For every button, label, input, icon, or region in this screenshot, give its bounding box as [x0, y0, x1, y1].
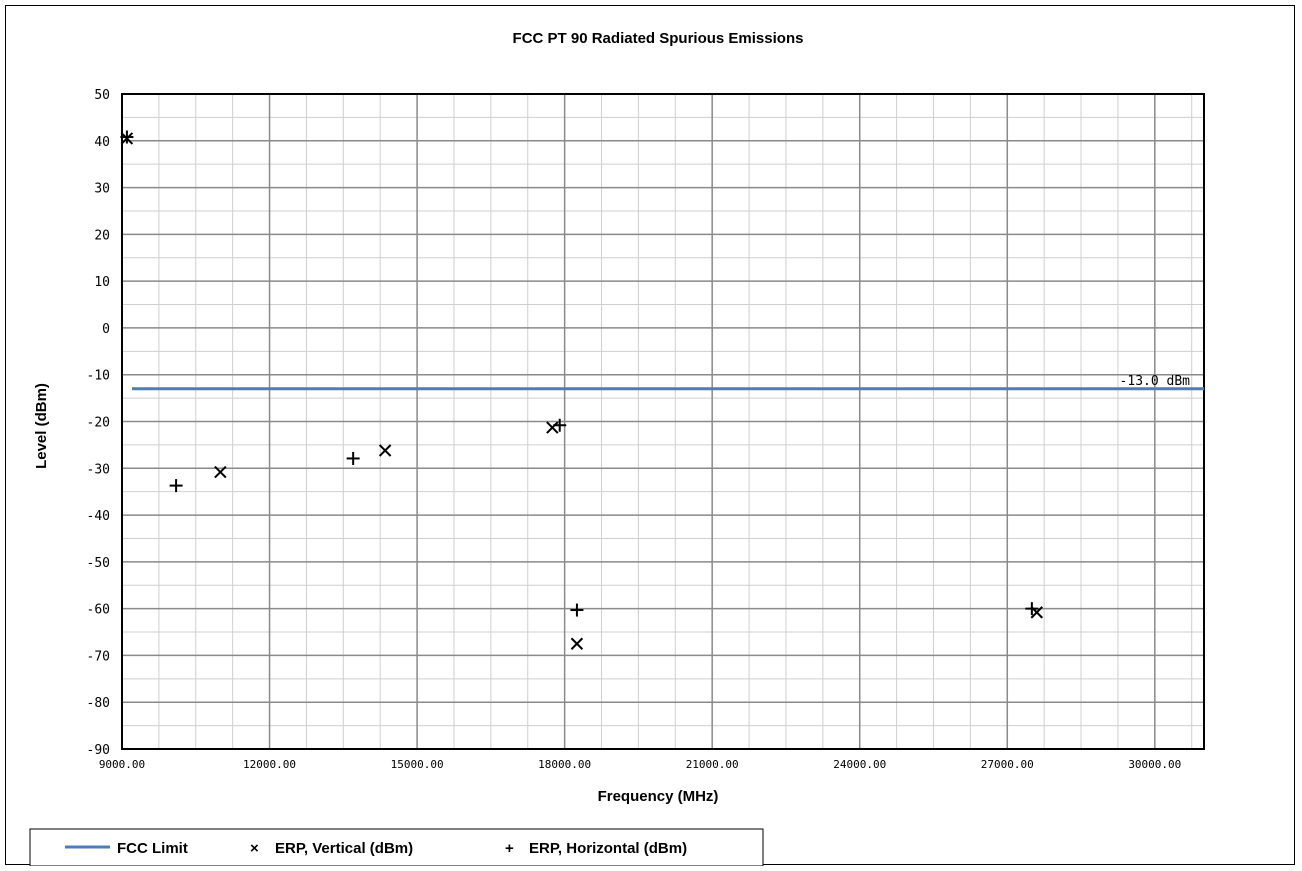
x-tick-label: 30000.00	[1128, 758, 1181, 771]
x-tick-label: 18000.00	[538, 758, 591, 771]
x-stroke	[546, 421, 559, 434]
vertical-point-marker	[378, 444, 392, 457]
data-points	[120, 130, 1043, 650]
x-stroke	[378, 444, 392, 457]
y-axis-title: Level (dBm)	[33, 383, 50, 469]
horizontal-point-marker	[570, 603, 584, 617]
x-stroke	[570, 637, 584, 650]
y-tick-labels: 50 40 30 20 10 0 -10 -20 -30 -40 -50 -60 -70 -80 -90	[87, 88, 110, 758]
x-tick-label: 27000.00	[981, 758, 1034, 771]
y-tick-label: 30	[94, 182, 110, 197]
vertical-point-marker	[546, 421, 559, 434]
y-tick-label: 10	[94, 275, 110, 290]
y-tick-label: -20	[87, 416, 110, 431]
plot-area-border	[121, 93, 1205, 750]
legend-limit-label: FCC Limit	[117, 840, 188, 857]
y-tick-label: -50	[87, 556, 110, 571]
chart-title: FCC PT 90 Radiated Spurious Emissions	[513, 30, 804, 47]
x-tick-label: 15000.00	[391, 758, 444, 771]
horizontal-point-marker	[120, 130, 134, 144]
legend-horizontal-marker: +	[505, 840, 514, 857]
x-tick-label: 9000.00	[99, 758, 145, 771]
major-gridlines	[121, 93, 1204, 750]
x-stroke	[214, 465, 227, 479]
horizontal-point-marker	[553, 418, 567, 432]
legend-horizontal-label: ERP, Horizontal (dBm)	[529, 840, 687, 857]
y-tick-label: -80	[87, 696, 110, 711]
legend-vertical-marker: ×	[250, 840, 259, 857]
fcc-limit-label: -13.0 dBm	[1120, 374, 1191, 389]
y-tick-label: 0	[102, 322, 110, 337]
y-tick-label: -70	[87, 649, 110, 664]
horizontal-point-marker	[1025, 602, 1039, 616]
y-tick-label: -30	[87, 462, 110, 477]
vertical-point-marker	[570, 637, 584, 650]
x-tick-label: 21000.00	[686, 758, 739, 771]
vertical-point-marker	[214, 465, 227, 479]
y-tick-label: -90	[87, 743, 110, 758]
x-axis-title: Frequency (MHz)	[598, 788, 719, 805]
y-tick-label: -40	[87, 509, 110, 524]
legend-box	[29, 828, 764, 866]
y-tick-label: 40	[94, 135, 110, 150]
x-tick-labels: 9000.00 12000.00 15000.00 18000.00 21000.00 2…	[99, 758, 1181, 771]
x-tick-label: 12000.00	[243, 758, 296, 771]
y-tick-label: 20	[94, 228, 110, 243]
legend: FCC Limit × ERP, Vertical (dBm) + ERP, H…	[29, 828, 764, 866]
legend-vertical-label: ERP, Vertical (dBm)	[275, 840, 413, 857]
horizontal-point-marker	[169, 479, 183, 493]
x-stroke	[1030, 606, 1043, 619]
y-tick-label: 50	[94, 88, 110, 103]
x-tick-label: 24000.00	[833, 758, 886, 771]
chart-frame: FCC PT 90 Radiated Spurious Emissions 50…	[5, 5, 1295, 866]
y-tick-label: -10	[87, 369, 110, 384]
y-tick-label: -60	[87, 603, 110, 618]
chart-svg: FCC PT 90 Radiated Spurious Emissions 50…	[29, 30, 1205, 866]
horizontal-point-marker	[346, 451, 360, 465]
